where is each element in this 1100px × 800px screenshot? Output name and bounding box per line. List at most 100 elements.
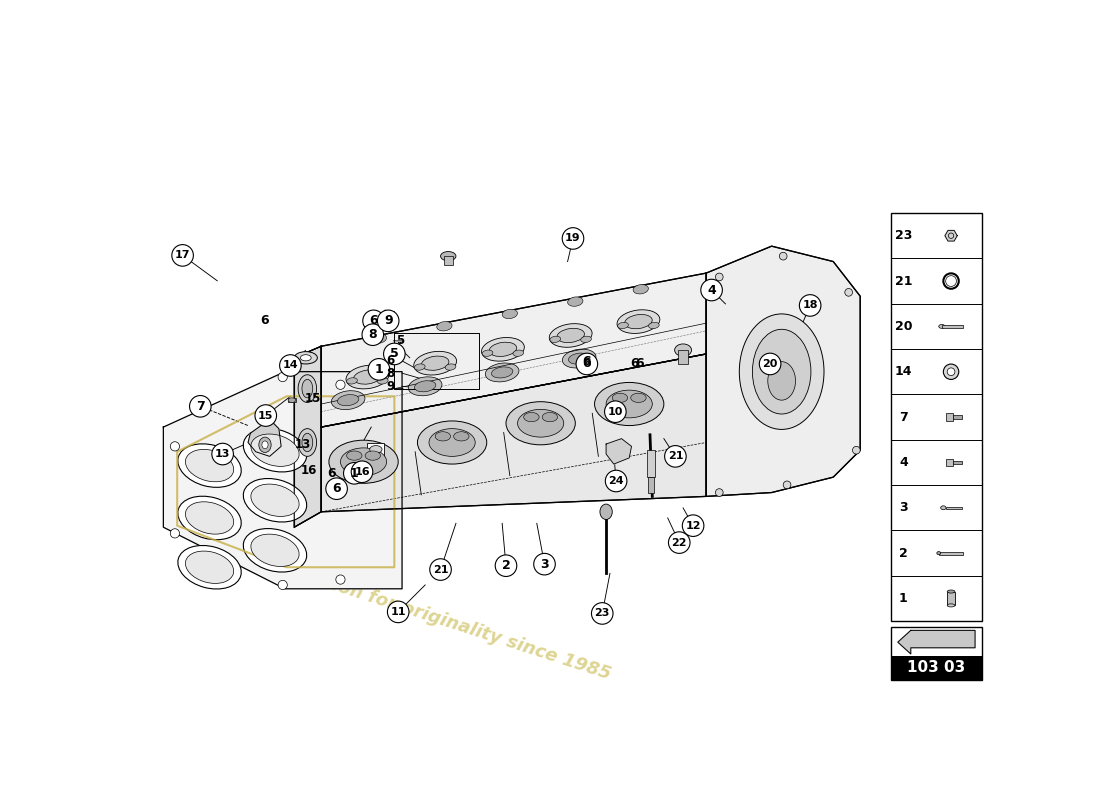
Ellipse shape — [618, 322, 628, 329]
Ellipse shape — [542, 413, 558, 422]
Ellipse shape — [436, 432, 451, 441]
Text: 12: 12 — [685, 521, 701, 530]
Ellipse shape — [503, 310, 517, 318]
Circle shape — [279, 354, 301, 376]
Circle shape — [783, 481, 791, 489]
Bar — [891, 656, 982, 680]
Text: 8: 8 — [368, 328, 377, 341]
Circle shape — [800, 294, 821, 316]
Ellipse shape — [429, 429, 475, 456]
Circle shape — [947, 368, 955, 375]
Circle shape — [326, 478, 348, 499]
Bar — [891, 213, 982, 621]
Polygon shape — [606, 438, 631, 464]
Bar — [367, 442, 384, 456]
Ellipse shape — [482, 350, 493, 356]
Bar — [953, 461, 961, 464]
Bar — [946, 414, 953, 421]
Ellipse shape — [251, 534, 299, 566]
Ellipse shape — [674, 344, 692, 356]
Text: 23: 23 — [894, 230, 912, 242]
Text: 6: 6 — [332, 482, 341, 495]
Text: 18: 18 — [802, 301, 818, 310]
Text: 6: 6 — [635, 358, 643, 370]
Text: 16: 16 — [300, 464, 317, 477]
Circle shape — [576, 353, 597, 374]
Ellipse shape — [301, 379, 312, 398]
Circle shape — [189, 395, 211, 417]
Text: 6: 6 — [327, 467, 336, 480]
Ellipse shape — [301, 434, 312, 452]
Circle shape — [605, 401, 626, 422]
Text: 19: 19 — [565, 234, 581, 243]
Ellipse shape — [295, 352, 318, 364]
Ellipse shape — [649, 322, 659, 329]
Ellipse shape — [415, 364, 425, 370]
Ellipse shape — [446, 364, 455, 370]
Text: a passion for originality since 1985: a passion for originality since 1985 — [268, 556, 613, 683]
Circle shape — [343, 462, 365, 484]
Ellipse shape — [485, 363, 519, 382]
Text: 1: 1 — [899, 592, 907, 605]
Ellipse shape — [300, 354, 311, 361]
Text: 5: 5 — [396, 334, 405, 347]
Circle shape — [336, 380, 345, 390]
Ellipse shape — [947, 590, 955, 593]
Bar — [946, 506, 961, 509]
Ellipse shape — [768, 362, 795, 400]
Ellipse shape — [453, 432, 469, 441]
Circle shape — [278, 373, 287, 382]
Circle shape — [682, 515, 704, 537]
Ellipse shape — [418, 421, 486, 464]
Bar — [288, 398, 296, 402]
Text: 4: 4 — [899, 456, 907, 469]
Text: 5: 5 — [390, 347, 398, 361]
Bar — [679, 350, 688, 364]
Bar — [942, 326, 964, 327]
Ellipse shape — [617, 310, 660, 334]
Ellipse shape — [415, 381, 436, 392]
Ellipse shape — [752, 330, 811, 414]
Ellipse shape — [251, 484, 299, 517]
Ellipse shape — [178, 444, 241, 487]
Ellipse shape — [377, 378, 388, 384]
Ellipse shape — [251, 434, 299, 466]
Ellipse shape — [550, 336, 561, 342]
Ellipse shape — [258, 437, 272, 453]
Text: 6: 6 — [582, 355, 591, 368]
Ellipse shape — [613, 394, 628, 402]
Ellipse shape — [414, 351, 456, 375]
Bar — [947, 591, 955, 606]
Ellipse shape — [562, 349, 596, 368]
Ellipse shape — [243, 478, 307, 522]
Text: 1: 1 — [350, 467, 359, 480]
Polygon shape — [295, 346, 321, 527]
Text: 23: 23 — [595, 609, 609, 618]
Text: 15: 15 — [258, 410, 274, 421]
Ellipse shape — [341, 448, 387, 476]
Text: 9: 9 — [386, 380, 395, 393]
Ellipse shape — [606, 390, 652, 418]
Ellipse shape — [938, 325, 945, 328]
Circle shape — [605, 470, 627, 492]
Text: 103 03: 103 03 — [908, 660, 966, 675]
Bar — [938, 551, 964, 554]
Polygon shape — [321, 273, 706, 427]
Ellipse shape — [482, 338, 525, 361]
Circle shape — [592, 602, 613, 624]
Ellipse shape — [331, 390, 365, 410]
Ellipse shape — [947, 604, 955, 607]
Circle shape — [336, 575, 345, 584]
Text: 6: 6 — [370, 314, 378, 327]
Ellipse shape — [490, 342, 517, 357]
Text: 14: 14 — [283, 361, 298, 370]
Ellipse shape — [492, 367, 513, 378]
Circle shape — [170, 529, 179, 538]
Ellipse shape — [568, 297, 583, 306]
Ellipse shape — [440, 251, 455, 261]
Text: 8: 8 — [386, 366, 395, 380]
Bar — [891, 627, 982, 680]
Ellipse shape — [600, 504, 613, 519]
Bar — [953, 415, 961, 419]
Circle shape — [779, 252, 788, 260]
